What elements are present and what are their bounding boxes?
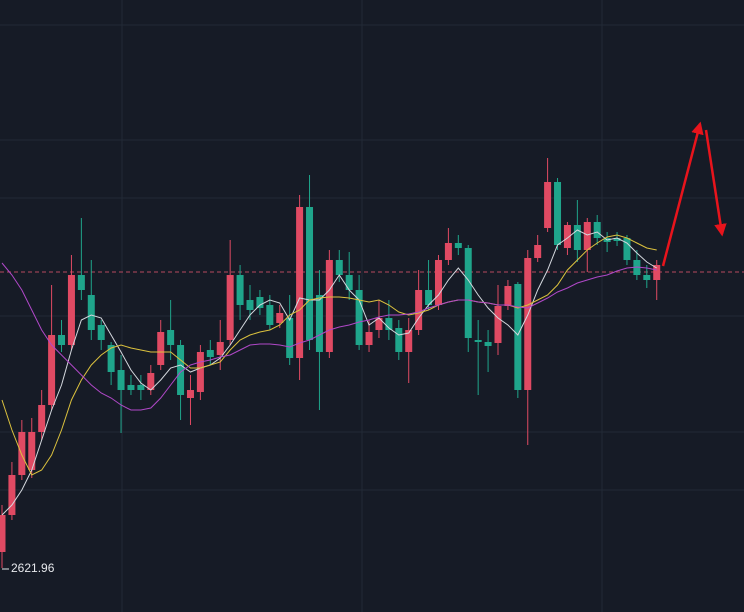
moving-average-line: [1, 229, 657, 516]
candle-body: [593, 222, 601, 238]
candle-body: [87, 295, 95, 330]
candle-body: [484, 342, 492, 346]
candle-body: [425, 290, 433, 305]
candle-body: [177, 345, 185, 395]
candle-body: [186, 390, 194, 398]
candle-body: [147, 373, 155, 390]
low-label: 2621.96: [11, 561, 55, 575]
candle-body: [206, 350, 214, 357]
candle-body: [375, 318, 383, 330]
candle-body: [216, 342, 224, 355]
candle-body: [385, 318, 393, 330]
candle-body: [296, 207, 304, 358]
candle-body: [196, 352, 204, 392]
candle-body: [613, 238, 621, 241]
candle-body: [534, 245, 542, 258]
candle-body: [77, 275, 85, 290]
candle-body: [67, 275, 75, 345]
candle-body: [494, 306, 502, 343]
candle-body: [28, 432, 36, 470]
candle-body: [97, 325, 105, 340]
candle-body: [325, 260, 333, 352]
candle-body: [276, 313, 284, 323]
candle-body: [405, 330, 413, 352]
candle-body: [335, 260, 343, 275]
candle-body: [544, 182, 552, 228]
candle-body: [266, 305, 274, 325]
candle-body: [454, 243, 462, 248]
candle-body: [58, 335, 66, 345]
candle-body: [137, 385, 145, 390]
candle-body: [286, 318, 294, 358]
candle-body: [236, 275, 244, 305]
candle-body: [643, 275, 651, 280]
candle-body: [554, 182, 562, 245]
candle-body: [256, 297, 264, 308]
candle-body: [444, 243, 452, 260]
candle-body: [48, 335, 56, 405]
candle-body: [18, 432, 26, 475]
candle-body: [653, 265, 661, 280]
candle-body: [246, 300, 254, 310]
candle-body: [345, 275, 353, 290]
plot-area: [0, 158, 744, 569]
candle-body: [464, 248, 472, 338]
candle-body: [117, 370, 125, 390]
candle-body: [157, 332, 165, 365]
moving-average-line: [1, 262, 657, 411]
candle-body: [127, 385, 135, 390]
candle-body: [0, 515, 6, 552]
candle-body: [355, 290, 363, 345]
candle-body: [107, 345, 115, 372]
candle-body: [167, 330, 175, 345]
candle-body: [563, 225, 571, 248]
candle-body: [306, 207, 314, 340]
moving-average-line: [1, 234, 657, 476]
candle-body: [226, 275, 234, 340]
candle-body: [415, 290, 423, 330]
candle-body: [474, 340, 482, 342]
candle-body: [315, 295, 323, 352]
candle-body: [514, 284, 522, 390]
candle-body: [623, 238, 631, 260]
candle-body: [395, 328, 403, 352]
candle-body: [434, 260, 442, 305]
candle-body: [524, 258, 532, 390]
candle-body: [38, 405, 46, 432]
annotation-arrow-up: [661, 121, 704, 267]
candle-body: [8, 475, 16, 515]
candle-body: [365, 332, 373, 345]
candle-body: [504, 286, 512, 306]
candle-body: [583, 222, 591, 250]
annotation-arrow-down: [704, 129, 727, 237]
candle-body: [573, 225, 581, 250]
